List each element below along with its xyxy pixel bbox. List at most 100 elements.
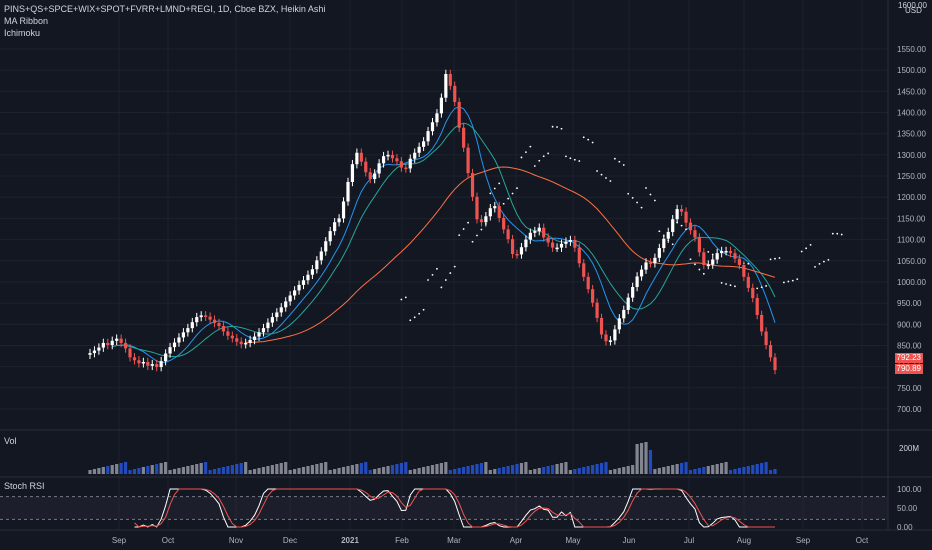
volume-bar (141, 467, 145, 474)
volume-bar (550, 465, 555, 474)
ichimoku-dot (471, 240, 474, 243)
volume-bar (413, 469, 417, 474)
volume-bar (395, 464, 399, 474)
volume-bar (746, 466, 750, 474)
candle-body (359, 152, 363, 162)
volume-bar (337, 468, 341, 474)
candle-body (226, 331, 230, 336)
volume-bar (595, 464, 599, 474)
volume-bar (106, 466, 110, 474)
candle-body (430, 122, 435, 132)
candle-body (328, 231, 332, 242)
volume-bar (479, 463, 484, 474)
ichimoku-dot (814, 265, 816, 268)
candle-body (493, 206, 497, 209)
volume-bar (324, 462, 328, 474)
volume-bar (444, 462, 448, 474)
candle-body (564, 241, 568, 244)
ichimoku-dot (774, 257, 776, 260)
ichimoku-dot (511, 192, 514, 195)
price-tick-label: 1250.00 (897, 172, 926, 181)
volume-bar (666, 466, 670, 474)
ichimoku-dot (427, 279, 429, 281)
volume-bar (426, 466, 430, 474)
candle-body (208, 316, 212, 320)
candle-body (613, 329, 617, 341)
volume-bar (110, 465, 114, 474)
candle-body (755, 298, 759, 315)
time-tick-label: Aug (737, 536, 751, 545)
volume-bar (506, 466, 510, 474)
volume-bar (457, 468, 461, 474)
price-tick-label: 1500.00 (897, 66, 926, 75)
volume-bar (422, 467, 426, 474)
candle-body (439, 97, 443, 114)
volume-bar (706, 466, 710, 474)
volume-bar (310, 465, 315, 474)
indicator-ma-ribbon[interactable]: MA Ribbon (4, 16, 49, 26)
ichimoku-dot (636, 201, 639, 204)
ichimoku-dot (400, 298, 403, 301)
candle-body (172, 342, 177, 348)
candle-body (106, 342, 110, 346)
volume-bar (359, 463, 363, 474)
volume-bar (270, 465, 274, 474)
ichimoku-dot (529, 145, 532, 148)
stoch-tick-label: 0.00 (897, 523, 913, 532)
volume-bar (528, 470, 532, 474)
candle-body (488, 208, 492, 217)
candle-body (604, 334, 608, 342)
candle-body (608, 340, 613, 342)
volume-bar (208, 470, 212, 474)
ichimoku-dot (605, 177, 607, 179)
volume-bar (662, 467, 666, 474)
candle-body (573, 240, 577, 248)
time-axis[interactable]: Sep Oct Nov Dec 2021 Feb Mar Apr May Jun Jul Aug Sep… (112, 536, 869, 545)
candle-body (404, 167, 408, 170)
volume-bar (350, 465, 355, 474)
volume-bar (448, 470, 452, 474)
candle-body (132, 357, 137, 361)
candle-body (737, 258, 742, 265)
volume-bar (711, 465, 715, 474)
candle-body (773, 357, 777, 371)
symbol-title[interactable]: PINS+QS+SPCE+WIX+SPOT+FVRR+LMND+REGI, 1D… (4, 4, 326, 14)
volume-bar (768, 470, 773, 474)
candle-body (662, 238, 666, 249)
ma-line (245, 166, 776, 343)
price-tick-label: 1200.00 (897, 193, 926, 202)
volume-bar (199, 463, 203, 474)
volume-bar (115, 464, 119, 474)
candle-body (195, 317, 199, 323)
time-tick-label: Oct (162, 536, 175, 545)
candle-body (533, 231, 537, 233)
ichimoku-dot (707, 250, 710, 253)
volume-label[interactable]: Vol (4, 436, 17, 446)
ichimoku-dot (520, 156, 523, 159)
volume-bar (97, 468, 101, 474)
price-tick-label: 1150.00 (897, 214, 926, 223)
candle-body (177, 337, 181, 343)
currency-label[interactable]: USD (905, 6, 922, 15)
ichimoku-dot (507, 197, 510, 200)
volume-bar (404, 462, 408, 474)
indicator-ichimoku[interactable]: Ichimoku (4, 28, 41, 38)
volume-bar (435, 464, 439, 474)
volume-bar (715, 464, 719, 474)
time-tick-label: Sep (796, 536, 811, 545)
candle-body (244, 342, 248, 345)
ichimoku-dot (680, 224, 683, 227)
ichimoku-dot (573, 158, 576, 161)
volume-bar (293, 469, 297, 474)
ichimoku-dot (805, 247, 808, 250)
candle-body (631, 287, 635, 298)
ichimoku-dot (502, 202, 505, 205)
price-axis[interactable]: 1550.00 1500.00 1450.00 1400.00 1350.00 1300.… (897, 45, 926, 532)
volume-bar (475, 464, 479, 474)
candle-body (110, 340, 114, 346)
candle-body (341, 201, 346, 219)
stoch-rsi-label[interactable]: Stoch RSI (4, 481, 45, 491)
volume-bar (626, 466, 630, 474)
volume-bar (159, 463, 163, 474)
